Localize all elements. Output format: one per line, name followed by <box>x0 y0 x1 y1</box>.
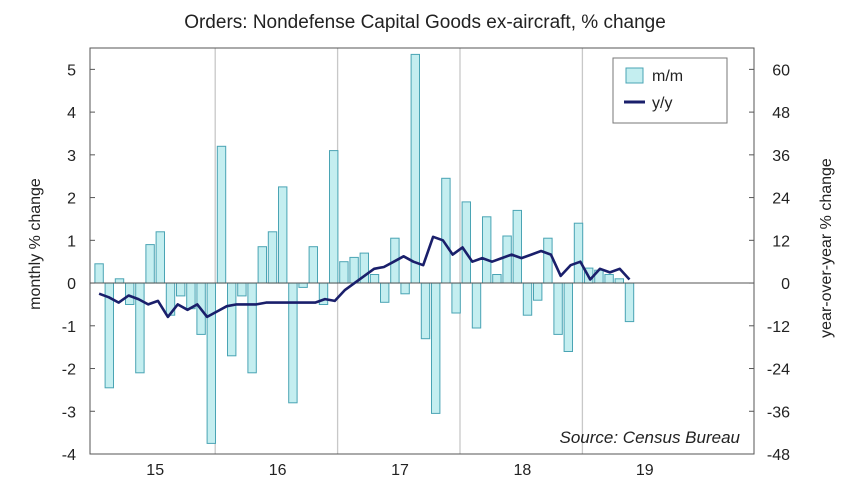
y-axis-left: 5 4 3 2 1 0 -1 -2 -3 -4 <box>62 62 95 464</box>
y-tick-label: 0 <box>67 276 76 293</box>
y-tick-label: 5 <box>67 62 76 79</box>
legend-swatch-mm <box>625 67 644 84</box>
mm-bar <box>155 231 166 284</box>
y2-tick-label: -36 <box>767 404 790 421</box>
y2-axis-label: year-over-year % change <box>818 158 835 338</box>
mm-bar <box>461 201 472 284</box>
y2-tick-label: 60 <box>772 62 790 79</box>
y2-tick-label: 24 <box>772 191 790 208</box>
mm-bar <box>369 274 380 284</box>
mm-bar <box>247 282 257 374</box>
mm-bar <box>114 278 125 284</box>
mm-bar <box>135 282 145 374</box>
mm-bar <box>451 282 461 314</box>
legend: m/m y/y <box>612 57 728 124</box>
x-axis: 15 16 17 18 19 <box>146 462 653 479</box>
mm-bar <box>604 274 614 284</box>
y2-tick-label: -48 <box>767 447 790 464</box>
mm-bar <box>308 246 319 284</box>
mm-bar <box>298 282 308 288</box>
y-tick-label: -4 <box>62 447 76 464</box>
plot-area-border <box>89 47 755 455</box>
mm-bar <box>492 274 502 284</box>
mm-bar <box>288 282 298 404</box>
mm-bar <box>420 282 431 340</box>
mm-bar <box>441 177 451 284</box>
x-year-label: 16 <box>269 462 287 479</box>
x-year-label: 15 <box>146 462 164 479</box>
y-axis-right: 60 48 36 24 12 0 -12 -24 -36 -48 <box>749 62 790 464</box>
mm-bar <box>553 282 563 335</box>
mm-bar <box>216 145 227 284</box>
y-axis-label: monthly % change <box>27 178 44 310</box>
y2-tick-label: -24 <box>767 362 790 379</box>
mm-bar <box>431 282 441 414</box>
mm-bar <box>573 222 584 284</box>
mm-bar <box>267 231 278 284</box>
x-year-label: 17 <box>391 462 409 479</box>
y-tick-label: -1 <box>62 319 76 336</box>
mm-bar <box>533 282 543 301</box>
y2-tick-label: -12 <box>767 319 790 336</box>
y-tick-label: -3 <box>62 404 76 421</box>
mm-bar <box>237 282 247 297</box>
mm-bar <box>339 261 349 284</box>
y2-tick-label: 12 <box>772 233 790 250</box>
mm-bar <box>410 53 421 284</box>
y2-tick-label: 48 <box>772 105 790 122</box>
mm-bar <box>624 282 635 323</box>
source-note: Source: Census Bureau <box>560 428 741 447</box>
y-tick-label: 3 <box>67 148 76 165</box>
mm-bar <box>206 282 217 444</box>
x-year-label: 18 <box>514 462 532 479</box>
mm-bar <box>278 186 288 284</box>
mm-bar <box>502 235 512 284</box>
mm-bar <box>176 282 186 297</box>
mm-bar <box>543 237 553 284</box>
yy-series-line <box>98 235 631 319</box>
y-tick-label: 1 <box>67 233 76 250</box>
mm-bar <box>94 263 104 284</box>
legend-label-mm: m/m <box>652 68 683 85</box>
mm-bar <box>614 278 624 284</box>
chart-title: Orders: Nondefense Capital Goods ex-airc… <box>184 12 666 33</box>
mm-bar <box>349 256 359 284</box>
x-year-label: 19 <box>636 462 654 479</box>
mm-bar <box>329 150 339 284</box>
y-tick-label: 2 <box>67 191 76 208</box>
mm-bar <box>471 282 482 329</box>
mm-bar <box>563 282 573 353</box>
mm-bar <box>512 209 522 284</box>
y-tick-label: -2 <box>62 362 76 379</box>
mm-bar <box>227 282 237 357</box>
y-tick-label: 4 <box>67 105 76 122</box>
mm-bar <box>145 244 155 284</box>
mm-bar <box>522 282 533 316</box>
y2-tick-label: 36 <box>772 148 790 165</box>
mm-bar <box>482 216 492 284</box>
legend-label-yy: y/y <box>652 95 672 112</box>
y2-tick-label: 0 <box>781 276 790 293</box>
yy-line <box>98 235 631 319</box>
mm-bar <box>125 282 135 306</box>
mm-bar <box>400 282 410 295</box>
mm-bar <box>257 246 268 284</box>
mm-bar <box>380 282 390 303</box>
